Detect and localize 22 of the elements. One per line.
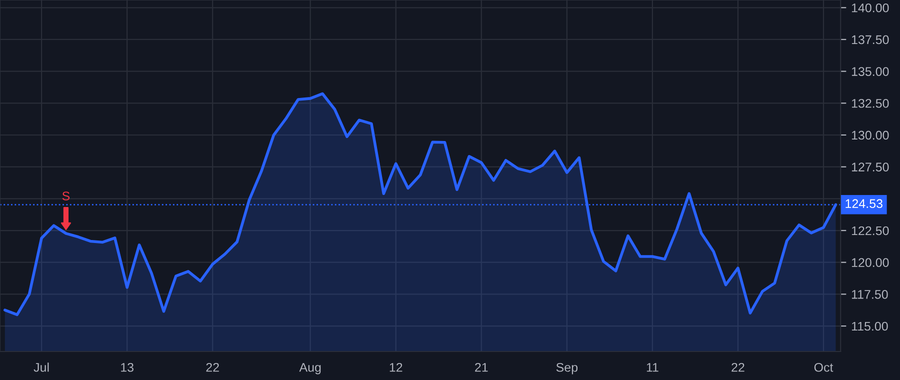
y-tick-label: 120.00	[852, 258, 889, 268]
x-tick-label: 21	[475, 362, 488, 372]
ref-line-label: 124.53	[846, 199, 882, 208]
annotation: S	[62, 192, 70, 200]
y-tick-label: 122.50	[852, 226, 889, 236]
x-tick-label: Jul	[34, 362, 49, 372]
y-tick-label: 137.50	[852, 35, 889, 44]
x-tick-label: Aug	[299, 363, 321, 374]
y-tick-label: 132.50	[852, 98, 889, 108]
x-tick-label: 22	[732, 362, 744, 372]
y-tick-label: 127.50	[852, 162, 889, 172]
y-tick-label: 115.00	[852, 322, 888, 331]
x-tick-label: 12	[390, 362, 402, 372]
x-tick-label: Sep	[556, 362, 578, 374]
y-tick-label: 135.00	[852, 67, 889, 76]
x-tick-label: 11	[646, 363, 658, 372]
x-tick-label: 13	[121, 362, 134, 372]
x-tick-label: 22	[206, 362, 219, 372]
x-tick-label: Oct	[814, 362, 834, 372]
y-tick-label: 140.00	[852, 3, 889, 12]
y-tick-label: 117.50	[852, 290, 888, 299]
y-tick-label: 130.00	[852, 130, 889, 140]
